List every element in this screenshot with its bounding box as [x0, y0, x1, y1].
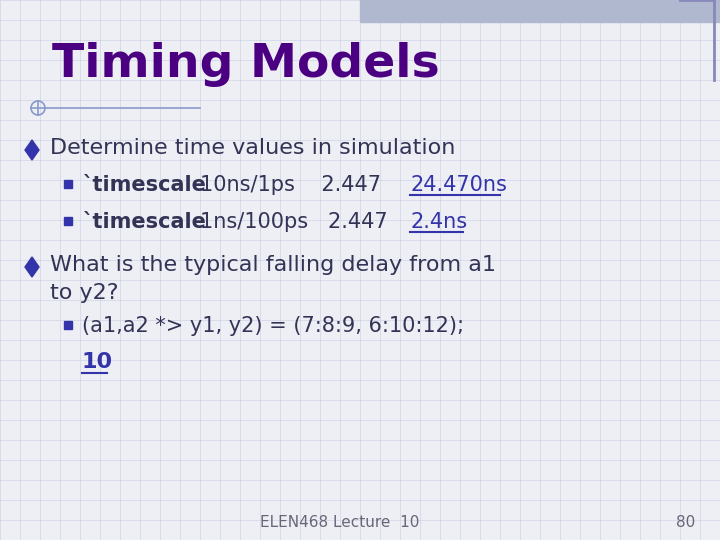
- Bar: [64, 217, 72, 225]
- Text: 10ns/1ps    2.447: 10ns/1ps 2.447: [200, 175, 401, 195]
- Bar: [64, 180, 72, 188]
- Text: 10: 10: [82, 352, 113, 372]
- Text: ELEN468 Lecture  10: ELEN468 Lecture 10: [261, 515, 420, 530]
- Text: What is the typical falling delay from a1: What is the typical falling delay from a…: [50, 255, 496, 275]
- Text: `timescale: `timescale: [82, 212, 206, 232]
- Text: 2.4ns: 2.4ns: [410, 212, 467, 232]
- Text: 1ns/100ps   2.447: 1ns/100ps 2.447: [200, 212, 408, 232]
- Bar: [64, 321, 72, 329]
- Text: 80: 80: [676, 515, 695, 530]
- Polygon shape: [25, 140, 39, 160]
- Text: (a1,a2 *> y1, y2) = (7:8:9, 6:10:12);: (a1,a2 *> y1, y2) = (7:8:9, 6:10:12);: [82, 316, 464, 336]
- Text: Timing Models: Timing Models: [52, 42, 440, 87]
- Polygon shape: [25, 257, 39, 277]
- Bar: [360, 0, 720, 22]
- Text: Determine time values in simulation: Determine time values in simulation: [50, 138, 455, 158]
- Text: 24.470ns: 24.470ns: [410, 175, 507, 195]
- Text: `timescale: `timescale: [82, 175, 206, 195]
- Text: to y2?: to y2?: [50, 283, 119, 303]
